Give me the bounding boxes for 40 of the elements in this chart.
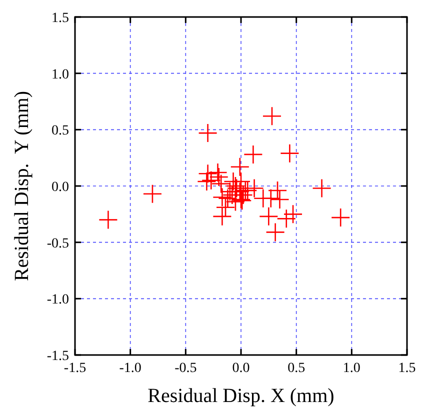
point xyxy=(330,208,350,228)
x-tick-label: 0.5 xyxy=(288,361,306,376)
x-tick-label: -1.0 xyxy=(119,361,142,376)
point xyxy=(98,210,118,230)
point xyxy=(212,206,232,226)
y-tick-label: 1.5 xyxy=(52,11,69,26)
point xyxy=(142,184,162,204)
y-tick-label: -1.5 xyxy=(46,349,69,364)
point xyxy=(197,172,216,192)
point xyxy=(209,167,229,187)
point xyxy=(198,164,218,184)
x-tick-label: -1.5 xyxy=(64,361,86,376)
point xyxy=(259,206,278,226)
x-axis-title: Residual Disp. X (mm) xyxy=(148,385,334,407)
y-tick-label: 1.0 xyxy=(52,67,69,82)
point xyxy=(261,188,281,208)
point xyxy=(201,170,221,190)
point xyxy=(230,157,250,176)
point xyxy=(283,204,303,224)
x-tick-label: 1.5 xyxy=(398,361,416,376)
y-axis-title: Residual Disp. Y (mm) xyxy=(11,90,33,282)
point xyxy=(198,123,218,143)
y-tick-label: -1.0 xyxy=(46,292,69,308)
point xyxy=(208,162,228,182)
point xyxy=(262,106,282,126)
x-tick-label: 0.0 xyxy=(232,361,250,376)
point xyxy=(270,190,290,210)
point xyxy=(312,178,332,198)
point xyxy=(266,222,285,242)
x-tick-label: -0.5 xyxy=(174,361,197,376)
point xyxy=(218,188,238,208)
y-tick-label: -0.5 xyxy=(46,236,69,252)
y-tick-label: 0.0 xyxy=(52,180,69,195)
point xyxy=(244,144,263,164)
point xyxy=(216,198,236,218)
y-tick-label: 0.5 xyxy=(52,124,69,139)
x-tick-label: 1.0 xyxy=(342,361,360,376)
point xyxy=(280,144,300,163)
point xyxy=(212,188,232,207)
point xyxy=(276,209,296,228)
